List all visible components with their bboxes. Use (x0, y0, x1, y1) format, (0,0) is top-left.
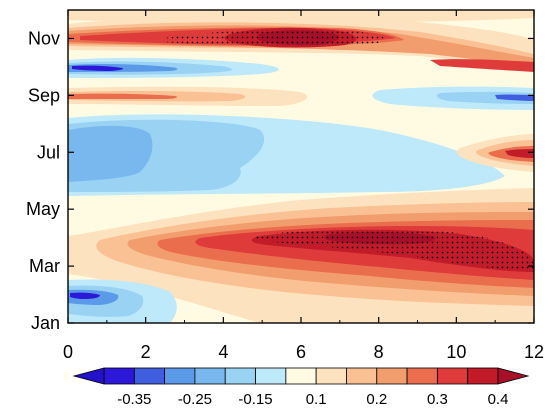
colorbar-segment (133, 367, 166, 385)
colorbar-label: 0.4 (488, 391, 509, 408)
y-tick-label: Sep (28, 85, 60, 105)
colorbar-segment (467, 367, 499, 385)
contour-jul-right-l4 (505, 149, 534, 158)
contour-oct-right (430, 59, 534, 72)
significance-mar (255, 228, 534, 272)
colorbar-segment (315, 367, 347, 385)
colorbar-label: 0.3 (427, 391, 448, 408)
x-tick-label: 10 (446, 342, 466, 362)
x-tick-label: 0 (63, 342, 73, 362)
y-tick-label: Mar (29, 256, 60, 276)
plot-area (68, 10, 534, 323)
x-tick-label: 2 (141, 342, 151, 362)
colorbar-over-arrow (497, 367, 530, 385)
colorbar-label: -0.15 (238, 391, 272, 408)
colorbar-segment (285, 367, 317, 385)
colorbar-segment (346, 367, 378, 385)
colorbar-label: -0.35 (117, 391, 151, 408)
colorbar-segment (194, 367, 226, 385)
y-tick-label: Nov (28, 28, 60, 48)
colorbar-label: 0.1 (306, 391, 327, 408)
colorbar: -0.35 -0.25 -0.15 0.1 0.2 0.3 0.4 (72, 367, 530, 408)
contour-feb-l4 (70, 292, 100, 299)
colorbar-segment (376, 367, 408, 385)
colorbar-label: -0.25 (178, 391, 212, 408)
colorbar-segment (406, 367, 438, 385)
x-tick-label: 4 (218, 342, 228, 362)
colorbar-segment (436, 367, 469, 385)
significance-nov (165, 29, 386, 47)
y-axis: Jan Mar May Jul Sep Nov (26, 28, 534, 333)
x-axis: 0 2 4 6 8 10 12 (63, 10, 544, 362)
y-tick-label: May (26, 199, 60, 219)
contour-sep-l3 (68, 93, 178, 99)
x-tick-label: 6 (296, 342, 306, 362)
contour-oct-l4 (72, 65, 124, 71)
colorbar-label: 0.2 (366, 391, 387, 408)
y-tick-label: Jan (31, 313, 60, 333)
contour-jul-l3 (68, 125, 153, 182)
colorbar-segment (103, 367, 135, 385)
colorbar-under-arrow (72, 367, 105, 385)
colorbar-segment (164, 367, 196, 385)
contour-sep-right-l3 (495, 94, 534, 101)
colorbar-segment (255, 367, 287, 385)
x-tick-label: 8 (374, 342, 384, 362)
x-tick-label: 12 (524, 342, 544, 362)
colorbar-segment (224, 367, 256, 385)
y-tick-label: Jul (37, 142, 60, 162)
